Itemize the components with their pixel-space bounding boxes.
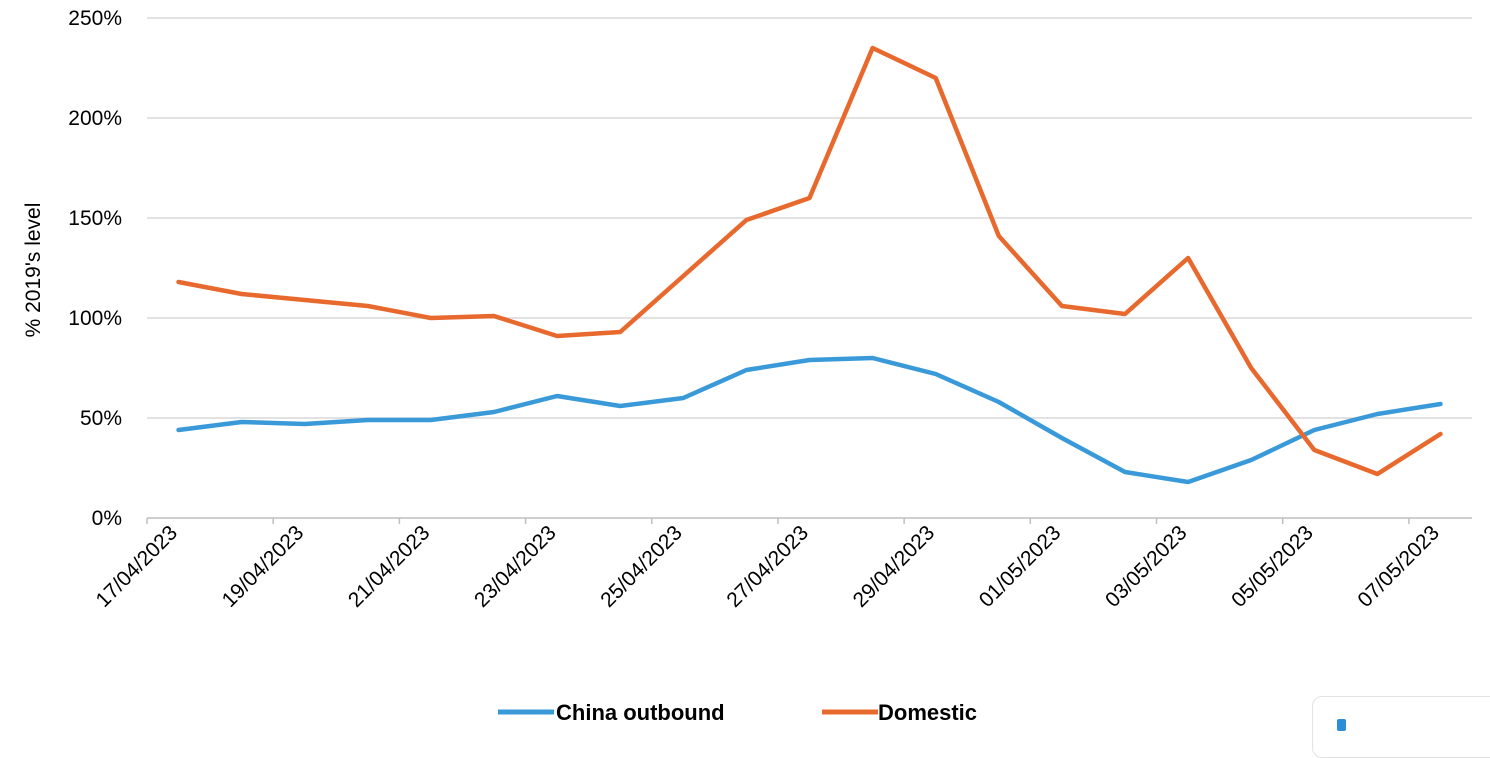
x-axis (146, 517, 1472, 524)
series-lines (176, 45, 1443, 485)
y-axis-label: % 2019's level (22, 203, 45, 338)
x-tick-label: 25/04/2023 (596, 521, 687, 612)
x-tick-label: 21/04/2023 (344, 521, 435, 612)
x-tick-label: 05/05/2023 (1227, 521, 1318, 612)
x-tick-label: 07/05/2023 (1353, 521, 1444, 612)
x-tick-label: 19/04/2023 (218, 521, 309, 612)
x-tick-label: 27/04/2023 (722, 521, 813, 612)
y-tick-label: 250% (68, 7, 122, 30)
x-tick-label: 23/04/2023 (470, 521, 561, 612)
y-tick-label: 150% (68, 207, 122, 230)
y-axis-tick-labels: 0% 50% 100% 150% 200% 250% (68, 7, 122, 530)
x-tick-label: 17/04/2023 (91, 521, 182, 612)
y-tick-label: 100% (68, 307, 122, 330)
line-chart: 0% 50% 100% 150% 200% 250% 17/04/2023 19/04/20… (22, 7, 1472, 725)
y-tick-label: 50% (80, 407, 122, 430)
legend-label: China outbound (556, 700, 725, 725)
gridlines (147, 17, 1472, 419)
legend: China outbound Domestic (498, 700, 977, 725)
widget-icon (1337, 719, 1346, 731)
x-tick-label: 03/05/2023 (1101, 521, 1192, 612)
corner-widget[interactable] (1312, 696, 1490, 758)
series-line-china-outbound (176, 355, 1443, 485)
series-line-domestic (176, 45, 1443, 477)
x-tick-label: 01/05/2023 (975, 521, 1066, 612)
y-tick-label: 0% (92, 507, 122, 530)
y-tick-label: 200% (68, 107, 122, 130)
x-tick-label: 29/04/2023 (849, 521, 940, 612)
x-axis-tick-labels: 17/04/2023 19/04/2023 21/04/2023 23/04/2023… (91, 521, 1443, 612)
legend-label: Domestic (878, 700, 977, 725)
